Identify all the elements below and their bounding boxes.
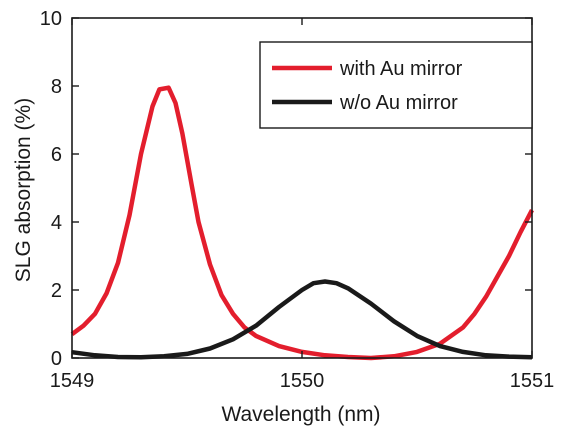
x-axis-label: Wavelength (nm) [221,403,380,426]
y-axis-label: SLG absorption (%) [12,98,35,282]
axis-ticks: 0 2 4 6 8 10 1549 1550 1551 [40,8,555,392]
series-line-with-au-mirror [70,85,534,361]
x-tick-label: 1549 [50,370,95,392]
y-tick-label: 8 [51,76,62,98]
y-tick-label: 4 [51,212,62,234]
legend-label-wo-au-mirror: w/o Au mirror [339,92,458,114]
y-tick-label: 6 [51,144,62,166]
y-tick-label: 0 [51,348,62,370]
plot-curves [70,85,534,361]
series-line-w-o-au-mirror [71,279,533,360]
y-tick-label: 10 [40,8,62,30]
x-tick-label: 1550 [280,370,325,392]
legend-box [259,41,533,129]
y-tick-label: 2 [51,280,62,302]
legend-label-with-au-mirror: with Au mirror [339,58,463,80]
x-tick-label: 1551 [510,370,555,392]
legend: with Au mirror w/o Au mirror [259,41,533,129]
